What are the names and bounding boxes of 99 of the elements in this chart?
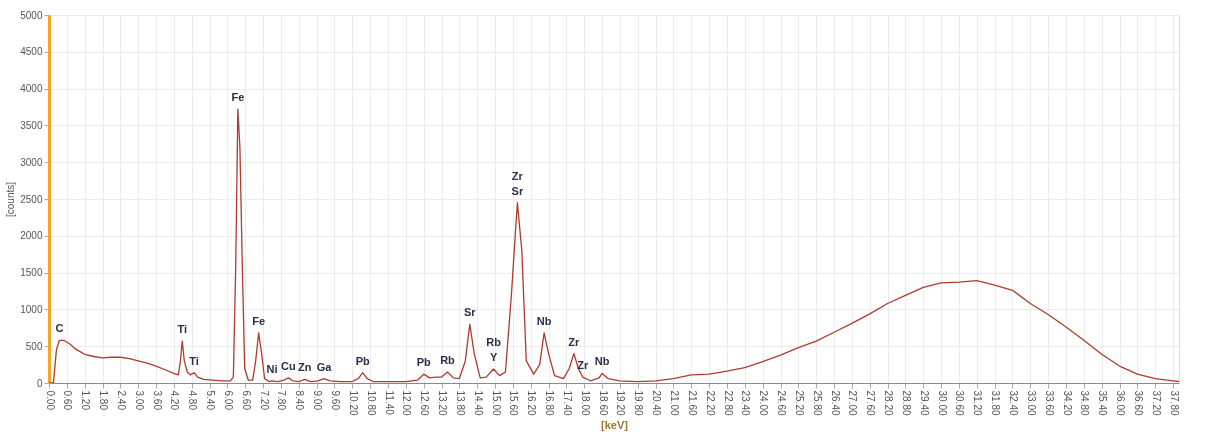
- x-tick-label: 6.00: [222, 390, 234, 411]
- x-tick-label: 0.60: [62, 390, 74, 411]
- x-tick-label: 29.40: [918, 390, 930, 416]
- x-tick-label: 1.20: [80, 390, 92, 411]
- annotation: Nb: [594, 355, 610, 368]
- x-tick-label: 15.00: [490, 390, 502, 416]
- x-tick-label: 24.00: [758, 390, 770, 416]
- x-tick-label: 14.40: [472, 390, 484, 416]
- x-tick-label: 19.20: [615, 390, 627, 416]
- y-tick-label: 1000: [20, 303, 43, 315]
- x-tick-label: 8.40: [294, 390, 306, 411]
- x-tick-label: 30.00: [936, 390, 948, 416]
- x-tick-label: 16.20: [526, 390, 538, 416]
- x-tick-label: 15.60: [508, 390, 520, 416]
- annotation: Pb: [355, 354, 371, 367]
- x-tick-label: 18.00: [579, 390, 591, 416]
- x-tick-label: 6.60: [240, 390, 252, 411]
- x-tick-label: 31.20: [972, 390, 984, 416]
- y-tick-label: 1500: [20, 267, 43, 279]
- annotation: Ti: [189, 354, 199, 367]
- x-tick-label: 30.60: [954, 390, 966, 416]
- annotation: Cu: [281, 359, 296, 372]
- annotation: Fe: [231, 91, 245, 104]
- x-tick-label: 34.20: [1061, 390, 1073, 416]
- x-tick-label: 3.00: [133, 390, 145, 411]
- annotation: Y: [489, 351, 498, 364]
- x-tick-label: 11.40: [383, 390, 395, 416]
- x-tick-label: 20.40: [651, 390, 663, 416]
- x-tick-label: 23.40: [740, 390, 752, 416]
- x-tick-label: 28.20: [883, 390, 895, 416]
- x-tick-label: 7.80: [276, 390, 288, 411]
- x-tick-label: 22.80: [722, 390, 734, 416]
- x-tick-label: 25.80: [811, 390, 823, 416]
- x-tick-label: 17.40: [561, 390, 573, 416]
- x-tick-label: 28.80: [900, 390, 912, 416]
- x-tick-label: 21.60: [686, 390, 698, 416]
- x-tick-label: 10.80: [365, 390, 377, 416]
- annotation: Ni: [266, 362, 278, 375]
- annotation: Pb: [416, 356, 431, 369]
- x-tick-label: 21.00: [668, 390, 680, 416]
- x-tick-label: 35.40: [1097, 390, 1109, 416]
- y-tick-label: 500: [25, 340, 43, 352]
- x-tick-label: 37.20: [1150, 390, 1162, 416]
- annotation: Ti: [177, 323, 188, 336]
- x-tick-label: 12.60: [419, 390, 431, 416]
- y-tick-label: 4000: [20, 83, 43, 95]
- annotation: C: [55, 322, 64, 335]
- x-tick-label: 33.00: [1025, 390, 1037, 416]
- annotation: Rb: [486, 336, 502, 349]
- x-tick-label: 22.20: [704, 390, 716, 416]
- x-tick-label: 36.00: [1115, 390, 1127, 416]
- annotation: Zr: [568, 335, 581, 348]
- y-tick-label: 3500: [20, 119, 43, 131]
- x-tick-label: 27.00: [847, 390, 859, 416]
- x-tick-label: 31.80: [990, 390, 1002, 416]
- x-tick-label: 32.40: [1007, 390, 1019, 416]
- x-tick-label: 18.60: [597, 390, 609, 416]
- annotation: Nb: [536, 314, 552, 327]
- x-tick-label: 27.60: [865, 390, 877, 416]
- y-tick-label: 5000: [20, 9, 43, 21]
- x-tick-label: 4.80: [187, 390, 199, 411]
- x-tick-label: 9.00: [312, 390, 324, 411]
- x-tick-label: 5.40: [205, 390, 217, 411]
- x-tick-label: 36.60: [1132, 390, 1144, 416]
- annotation: Fe: [252, 314, 266, 327]
- y-tick-label: 4500: [20, 46, 43, 58]
- annotation: Rb: [440, 353, 456, 366]
- x-tick-label: 7.20: [258, 390, 270, 411]
- y-tick-label: 0: [36, 377, 43, 389]
- x-tick-label: 1.80: [98, 390, 110, 411]
- x-tick-label: 19.80: [633, 390, 645, 416]
- annotation: Zr: [511, 169, 524, 182]
- x-tick-label: 10.20: [347, 390, 359, 416]
- annotation: Sr: [511, 184, 524, 197]
- x-tick-label: 2.40: [115, 390, 127, 411]
- annotation: Sr: [463, 306, 477, 319]
- x-tick-label: 25.20: [793, 390, 805, 416]
- x-tick-label: 37.80: [1168, 390, 1180, 416]
- x-tick-label: 9.60: [329, 390, 341, 411]
- x-tick-label: 13.20: [437, 390, 449, 416]
- x-tick-label: 24.60: [776, 390, 788, 416]
- x-tick-label: 34.80: [1079, 390, 1091, 416]
- x-tick-label: 16.80: [544, 390, 556, 416]
- x-tick-label: 26.40: [829, 390, 841, 416]
- annotation: Zr: [577, 359, 589, 372]
- line-series: [49, 108, 1179, 383]
- y-axis-title: [counts]: [5, 181, 17, 218]
- x-axis-title: [keV]: [601, 418, 629, 431]
- x-tick-label: 0.00: [44, 390, 56, 411]
- annotation: Ga: [316, 360, 333, 373]
- x-tick-label: 33.60: [1043, 390, 1055, 416]
- x-tick-label: 4.20: [169, 390, 181, 411]
- x-tick-label: 12.00: [401, 390, 413, 416]
- y-tick-label: 2000: [20, 230, 43, 242]
- y-tick-label: 2500: [20, 193, 43, 205]
- annotation: Zn: [298, 361, 312, 374]
- x-tick-label: 3.60: [151, 390, 163, 411]
- x-tick-label: 13.80: [454, 390, 466, 416]
- y-tick-label: 3000: [20, 156, 43, 168]
